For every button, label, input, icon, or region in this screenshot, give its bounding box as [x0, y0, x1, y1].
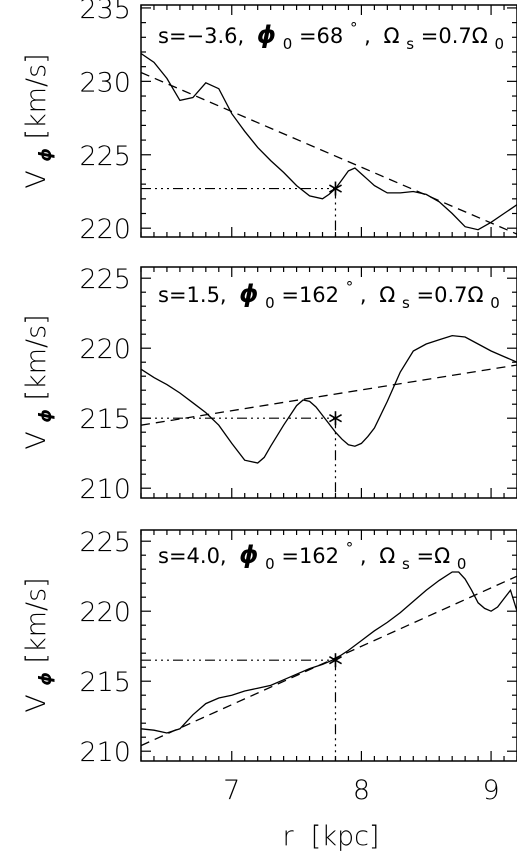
annot-s: s=−3.6, [158, 24, 244, 48]
ylabel: V ϕ [km/s] [21, 577, 58, 712]
guides [141, 417, 337, 498]
annot-phi-sub: 0 [265, 294, 275, 312]
annot-phi-val: =68 [299, 24, 343, 48]
ytick-label: 215 [79, 404, 131, 435]
plot-frame [140, 4, 517, 238]
panel-middle: 210 215 220 225 s=1.5, ϕ 0 =162 ° , Ω s =0.… [21, 264, 517, 505]
annot-s: s=4.0, [158, 544, 227, 568]
ylabel: V ϕ [km/s] [21, 53, 58, 188]
ytick-labels: 210 215 220 225 [79, 264, 131, 505]
panel-bottom: 210 215 220 225 7 8 9 s=4.0, ϕ 0 =162 ° , Ω s… [21, 527, 517, 852]
ytick-label: 220 [79, 597, 131, 628]
markers [328, 411, 342, 426]
annot-phi: ϕ [239, 541, 258, 569]
ytick-label: 215 [79, 667, 131, 698]
annot-comma: , [360, 283, 367, 307]
curves [140, 571, 517, 734]
linear-fit-line [140, 71, 517, 235]
panel-annotation: s=−3.6, ϕ 0 =68 ° , Ω s =0.7Ω 0 [158, 14, 504, 54]
sun-position-marker [328, 656, 342, 665]
ticks-group [140, 530, 517, 761]
ytick-label: 235 [79, 0, 131, 25]
curves [140, 334, 517, 464]
annot-deg: ° [346, 278, 354, 296]
panel-annotation: s=1.5, ϕ 0 =162 ° , Ω s =0.7Ω 0 [158, 273, 500, 313]
ylabel: V ϕ [km/s] [21, 314, 58, 449]
ytick-labels: 220 225 230 235 [79, 0, 131, 245]
fit-lines [140, 364, 517, 426]
ylabel-unit: [km/s] [21, 314, 52, 400]
ylabel-sub: ϕ [36, 672, 56, 686]
ylabel-unit: [km/s] [21, 577, 52, 663]
annot-omega-sub: s [406, 35, 414, 53]
ytick-label: 230 [79, 67, 131, 98]
annot-omega: Ω [379, 544, 395, 568]
curves [140, 52, 517, 231]
ytick-label: 225 [79, 141, 131, 172]
annot-phi-val: =162 [281, 544, 339, 568]
guides [141, 659, 337, 761]
markers [328, 181, 342, 196]
ytick-label: 220 [79, 214, 131, 245]
ticks-group [140, 267, 517, 498]
annot-omega-tail-sub: 0 [457, 555, 467, 573]
annot-omega-tail-sub: 0 [490, 294, 500, 312]
guides [141, 187, 337, 237]
fit-lines [140, 575, 517, 747]
ylabel-sub: ϕ [36, 409, 56, 423]
sun-position-marker [328, 414, 342, 423]
linear-fit-line [140, 364, 517, 426]
annot-omega: Ω [379, 283, 395, 307]
ylabel-unit: [km/s] [21, 53, 52, 139]
annot-omega-sub: s [402, 294, 410, 312]
ylabel-main: V [21, 431, 52, 449]
xtick-label: 8 [353, 775, 370, 806]
xlabel: r [kpc] [283, 821, 380, 852]
annot-omega: Ω [384, 24, 400, 48]
plot-frame [140, 529, 517, 762]
rotation-curve [140, 334, 517, 464]
xtick-label: 9 [482, 775, 499, 806]
annot-phi: ϕ [257, 21, 276, 49]
markers [328, 653, 342, 668]
annot-omega-val: =0.7Ω [421, 24, 488, 48]
rotation-curve [140, 52, 517, 231]
annot-phi-sub: 0 [283, 35, 293, 53]
xtick-labels: 7 8 9 [223, 775, 499, 806]
ytick-label: 225 [79, 527, 131, 558]
panel-top: 220 225 230 235 s=−3.6, ϕ 0 =68 ° , Ω s =0.… [21, 0, 517, 245]
ytick-label: 210 [79, 737, 131, 768]
xtick-label: 7 [223, 775, 240, 806]
annot-omega-sub: s [402, 555, 410, 573]
annot-comma: , [364, 24, 371, 48]
ylabel-sub: ϕ [36, 148, 56, 162]
annot-phi: ϕ [239, 280, 258, 308]
plot-frame [140, 266, 517, 499]
ylabel-main: V [21, 170, 52, 188]
ytick-label: 210 [79, 474, 131, 505]
fit-lines [140, 71, 517, 235]
annot-s: s=1.5, [158, 283, 227, 307]
annot-comma: , [360, 544, 367, 568]
rotation-curve [140, 571, 517, 734]
ticks-group [140, 5, 517, 237]
annot-deg: ° [350, 19, 358, 37]
annot-phi-sub: 0 [265, 555, 275, 573]
annot-deg: ° [346, 539, 354, 557]
sun-position-marker [328, 184, 342, 193]
annot-phi-val: =162 [281, 283, 339, 307]
panel-annotation: s=4.0, ϕ 0 =162 ° , Ω s =Ω 0 [158, 534, 466, 574]
annot-omega-tail-sub: 0 [495, 35, 505, 53]
annot-omega-val: =0.7Ω [417, 283, 484, 307]
ylabel-main: V [21, 694, 52, 712]
linear-fit-line [140, 575, 517, 747]
ytick-label: 225 [79, 264, 131, 295]
ytick-labels: 210 215 220 225 [79, 527, 131, 768]
annot-omega-val: =Ω [417, 544, 451, 568]
ytick-label: 220 [79, 334, 131, 365]
